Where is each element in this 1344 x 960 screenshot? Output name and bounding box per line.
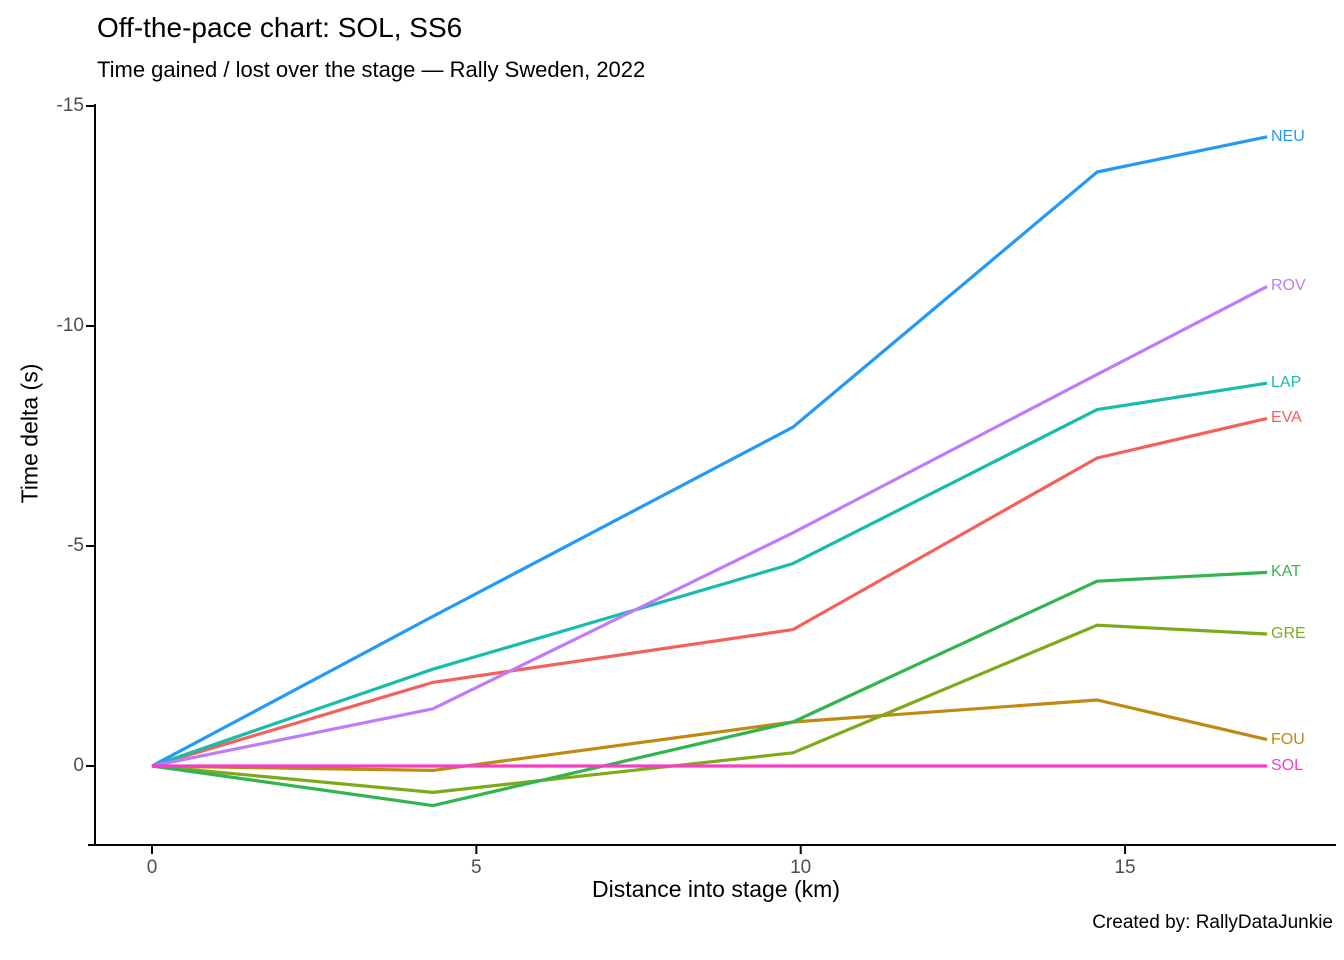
x-axis-title: Distance into stage (km) xyxy=(592,876,840,902)
driver-label-KAT: KAT xyxy=(1271,563,1301,581)
series-line-FOU xyxy=(151,698,1268,773)
driver-label-NEU: NEU xyxy=(1271,127,1305,145)
driver-label-EVA: EVA xyxy=(1271,409,1302,427)
y-axis-title: Time delta (s) xyxy=(16,363,43,504)
y-tick-label: -5 xyxy=(67,535,84,556)
driver-label-SOL: SOL xyxy=(1271,757,1304,774)
x-tick-label: 15 xyxy=(1114,857,1136,878)
x-tick-label: 0 xyxy=(146,857,158,878)
x-tick-label: 5 xyxy=(471,857,482,878)
driver-label-GRE: GRE xyxy=(1271,625,1306,642)
series-line-ROV xyxy=(151,284,1268,768)
x-tick-label: 10 xyxy=(790,857,812,878)
driver-label-FOU: FOU xyxy=(1271,730,1305,748)
chart-subtitle: Time gained / lost over the stage — Rall… xyxy=(97,57,646,82)
series-line-LAP xyxy=(151,381,1268,768)
series-line-EVA xyxy=(151,416,1268,768)
driver-label-ROV: ROV xyxy=(1271,277,1306,295)
y-tick-label: -10 xyxy=(56,315,84,336)
series-line-GRE xyxy=(151,623,1268,795)
series-line-KAT xyxy=(151,570,1268,808)
driver-label-LAP: LAP xyxy=(1271,374,1302,392)
series-line-NEU xyxy=(151,135,1268,768)
caption: Created by: RallyDataJunkie xyxy=(1092,912,1333,933)
y-tick-label: 0 xyxy=(73,755,84,776)
chart-title: Off-the-pace chart: SOL, SS6 xyxy=(97,12,463,43)
y-tick-label: -15 xyxy=(56,95,84,116)
